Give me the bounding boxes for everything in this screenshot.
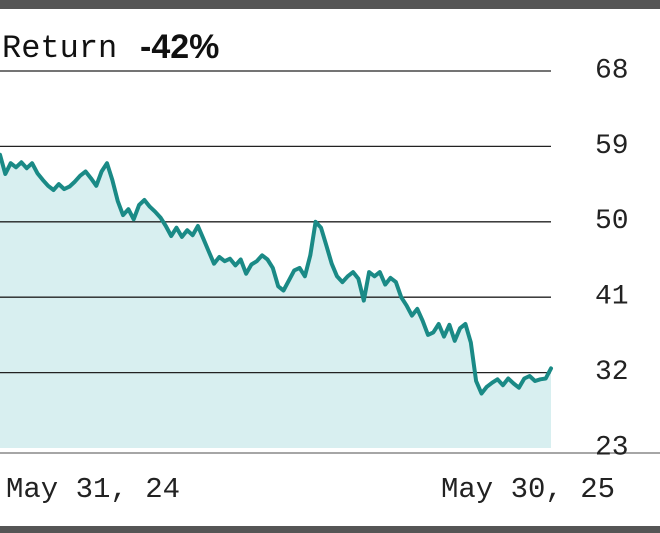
chart-title-value: -42% <box>140 28 220 66</box>
y-tick-label: 50 <box>595 206 629 237</box>
series-area <box>0 154 551 449</box>
x-tick-label: May 31, 24 <box>6 473 180 506</box>
top-frame-bar <box>0 0 660 9</box>
y-tick-label: 59 <box>595 131 629 162</box>
y-tick-label: 68 <box>595 55 629 86</box>
x-tick-label: May 30, 25 <box>441 473 615 506</box>
bottom-frame-bar <box>0 526 660 533</box>
y-tick-label: 32 <box>595 357 629 388</box>
y-tick-label: 41 <box>595 282 629 313</box>
series-line <box>0 152 553 396</box>
chart-title-label: Return <box>2 30 118 67</box>
y-tick-label: 23 <box>595 432 629 463</box>
